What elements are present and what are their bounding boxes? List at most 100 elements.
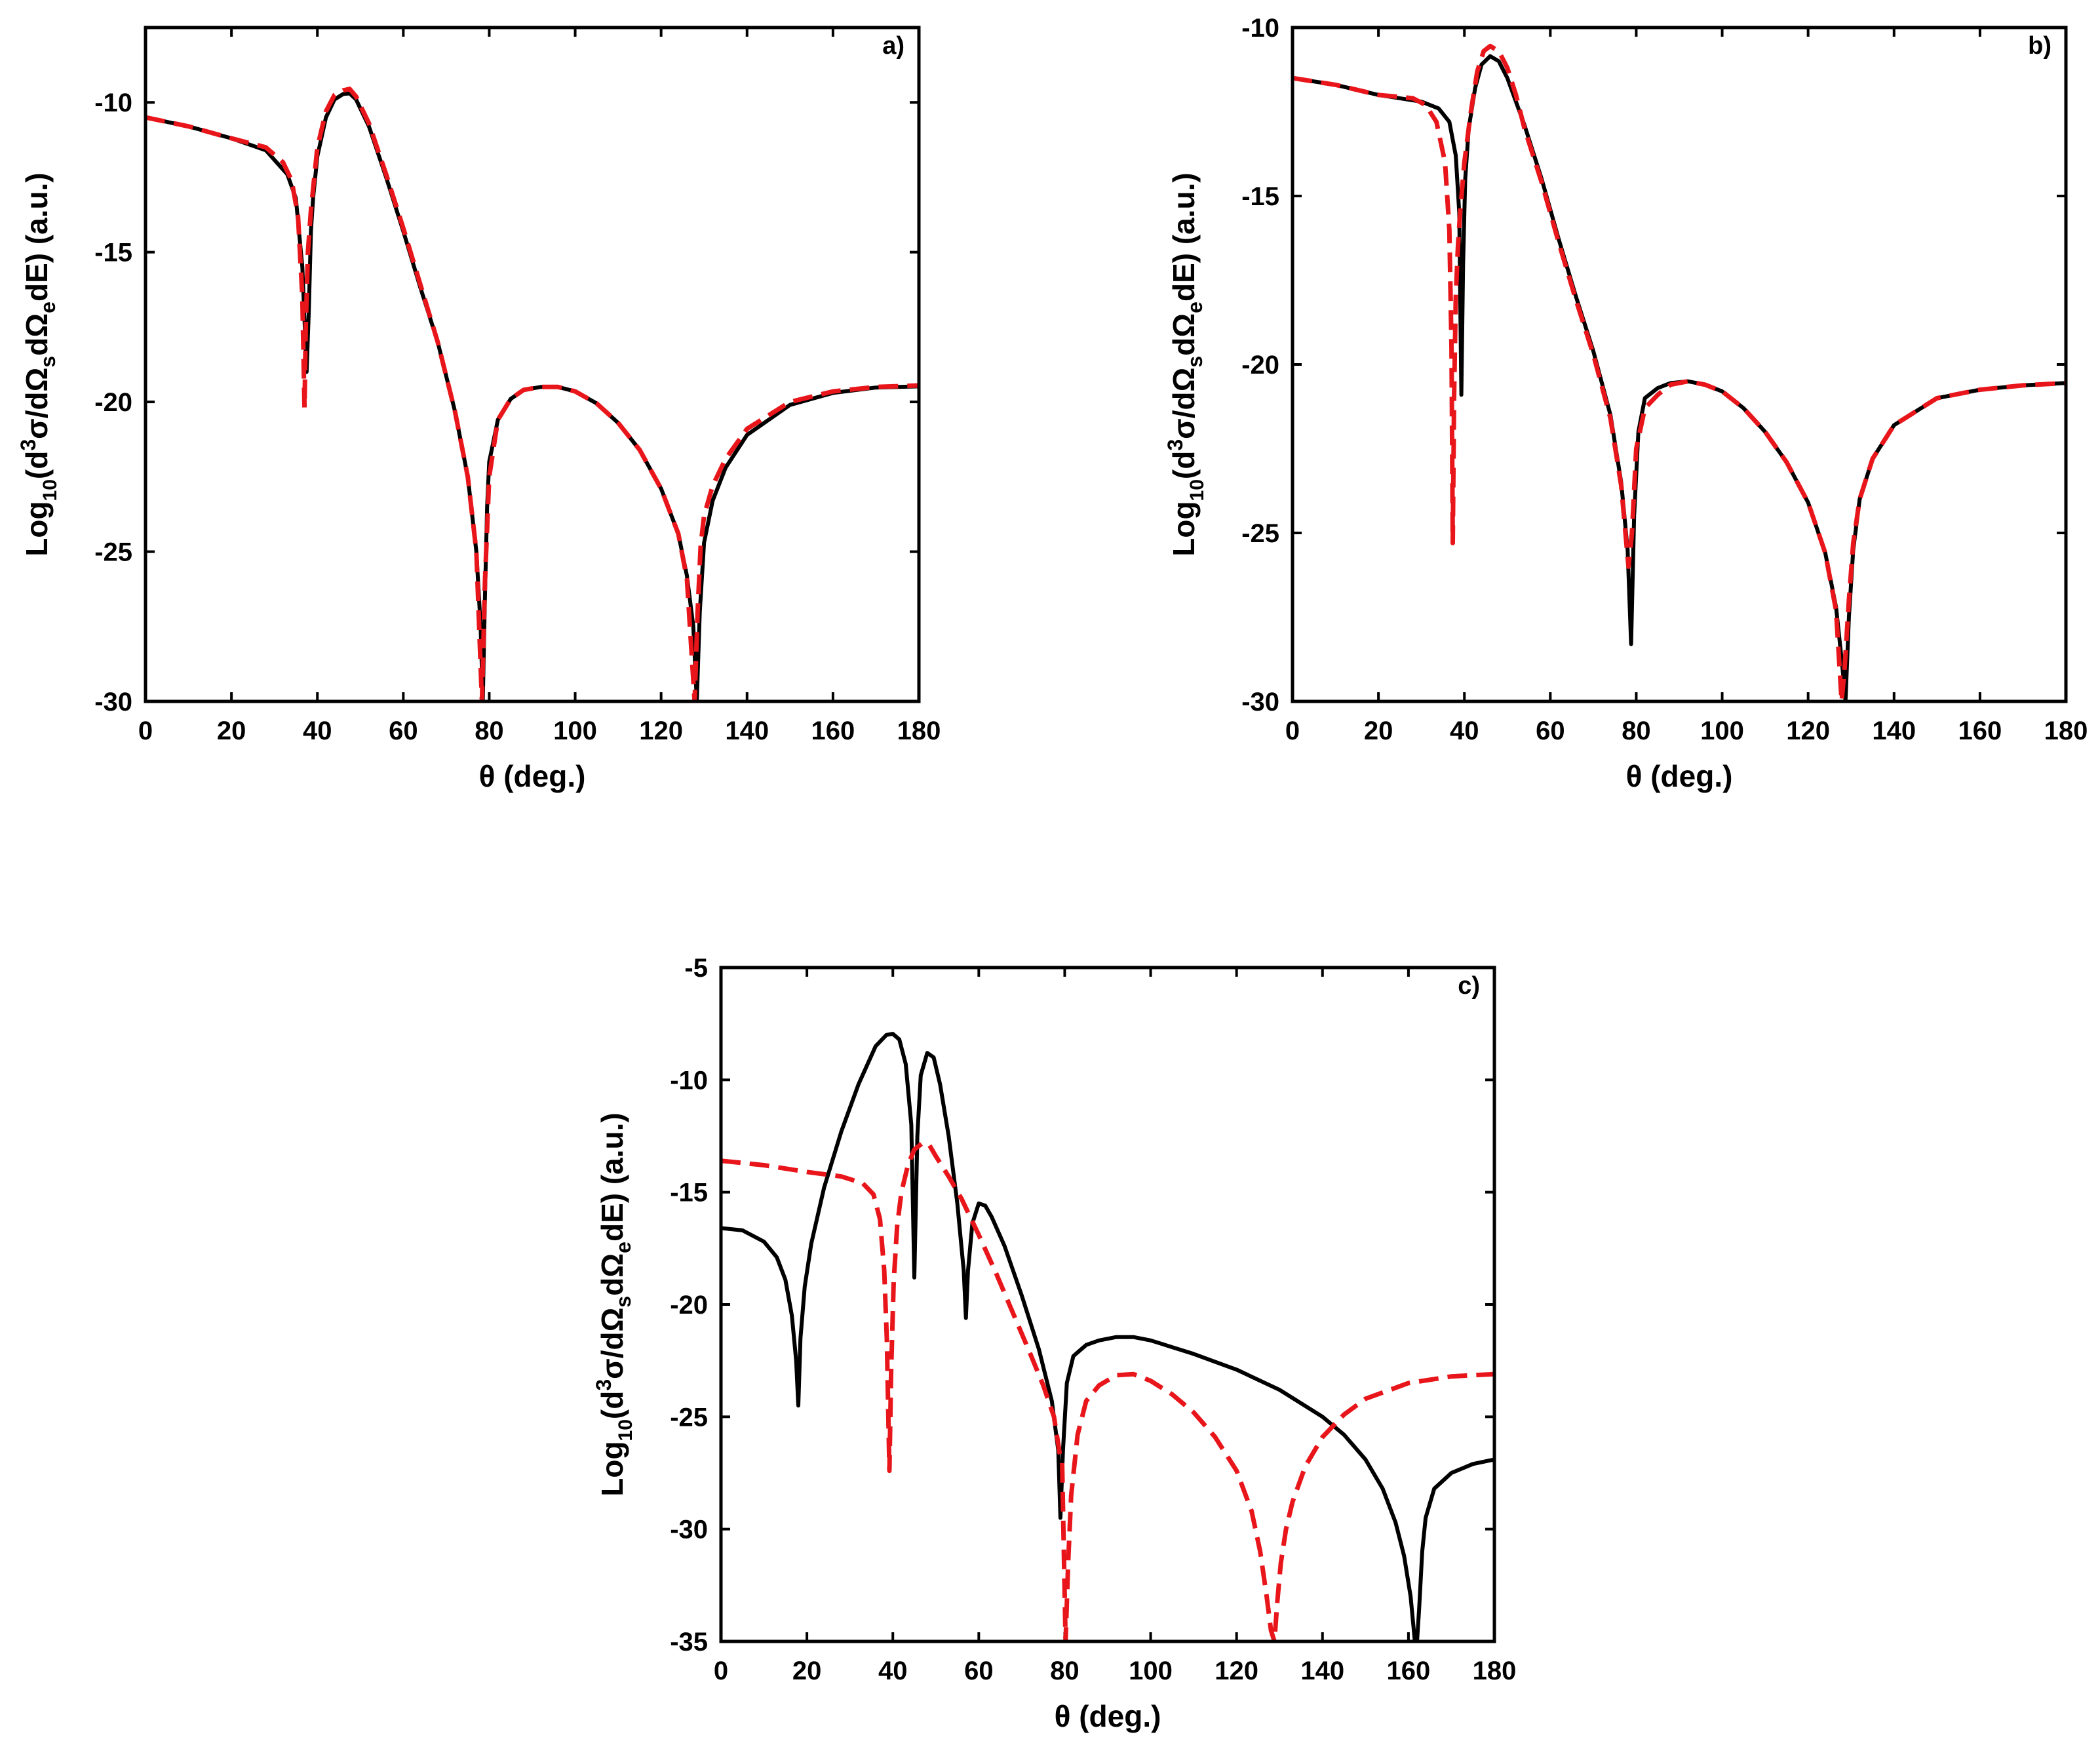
plot-frame-a [144,26,921,703]
x-tick-label: 40 [1450,716,1479,745]
x-tick-label: 140 [1300,1657,1344,1685]
y-title-base-sub: 10 [615,1419,636,1441]
x-tick-label: 100 [553,716,597,745]
x-tick-label: 60 [389,716,418,745]
series-group-b [1293,43,2066,701]
series-dashed-line [1293,43,2066,701]
y-tick-label: -15 [1241,182,1279,211]
y-axis-title-c: Log10(d3σ/dΩsdΩedE) (a.u.) [592,1112,636,1496]
x-tick-label: 0 [138,716,153,745]
chart-panel-a: 0 20 40 60 80 100 120 140 160 180 -30 -25 -20 -15 -10… [16,26,941,793]
series-dashed-line [721,1140,1494,1641]
y-tick-labels-a: -30 -25 -20 -15 -10 [94,88,132,716]
y-title-mid2: dΩ [595,1253,629,1296]
y-title-base: Log [20,501,54,556]
y-title-base-sub: 10 [1186,479,1208,501]
y-title-base: Log [595,1441,629,1496]
x-tick-label: 80 [1622,716,1651,745]
y-title-base: Log [1167,501,1201,556]
x-tick-label: 120 [1786,716,1830,745]
y-title-exp: 3 [1163,439,1187,451]
y-tick-label: -15 [670,1179,708,1207]
y-title-sub-s: s [36,356,60,368]
y-axis-title-b: Log10(d3σ/dΩsdΩedE) (a.u.) [1163,172,1208,556]
y-tick-label: -30 [670,1516,708,1544]
y-tick-label: -10 [1241,14,1279,43]
y-tick-label: -35 [670,1628,708,1657]
x-tick-label: 180 [897,716,941,745]
y-tick-label: -30 [94,688,132,716]
x-tick-label: 60 [1536,716,1565,745]
x-tick-label: 140 [725,716,769,745]
x-tick-label: 180 [2044,716,2088,745]
x-tick-labels-c: 0 20 40 60 80 100 120 140 160 180 [714,1657,1517,1685]
y-tick-label: -30 [1241,688,1279,716]
y-title-mid1: σ/dΩ [1167,368,1201,439]
y-tick-label: -25 [670,1403,708,1432]
y-title-exp: 3 [16,439,40,451]
y-tick-label: -20 [1241,351,1279,380]
y-title-mid2: dΩ [20,313,54,356]
x-tick-label: 100 [1129,1657,1173,1685]
y-title-sub-s: s [612,1296,635,1308]
x-axis-title-b: θ (deg.) [1626,759,1733,793]
panel-label-b: b) [2028,32,2051,60]
x-tick-label: 40 [878,1657,908,1685]
y-tick-label: -10 [670,1066,708,1095]
panel-label-a: a) [882,32,904,60]
y-title-open: (d [595,1391,629,1419]
axis-ticks-a [144,28,920,703]
x-tick-label: 140 [1872,716,1916,745]
y-tick-label: -25 [94,538,132,567]
panel-label-c: c) [1458,972,1480,1000]
series-group-c [721,1032,1494,1641]
y-title-mid1: σ/dΩ [595,1308,629,1379]
y-title-open: (d [1167,451,1201,479]
y-tick-label: -20 [94,388,132,417]
axis-ticks-c [720,966,1496,1643]
y-tick-labels-b: -30 -25 -20 -15 -10 [1241,14,1279,716]
y-title-mid2: dΩ [1167,313,1201,356]
plot-frame-c [719,966,1496,1643]
x-tick-label: 20 [217,716,246,745]
x-tick-label: 160 [1958,716,2002,745]
series-group-a [146,87,919,701]
chart-panel-b: 0 20 40 60 80 100 120 140 160 180 -30 -25 -20 -15 -10… [1163,14,2088,793]
x-axis-title-a: θ (deg.) [479,759,586,793]
series-solid-line [721,1032,1494,1641]
y-title-end: dE) (a.u.) [20,172,54,302]
y-tick-label: -5 [684,954,708,983]
x-tick-label: 0 [714,1657,728,1685]
plot-frame-b [1291,26,2068,703]
chart-panel-c: 0 20 40 60 80 100 120 140 160 180 -35 -30 -25 -20 -15… [592,954,1516,1733]
y-title-sub-e: e [1183,302,1207,313]
axis-ticks-b [1291,26,2067,703]
x-tick-label: 160 [811,716,855,745]
y-tick-label: -10 [94,88,132,117]
y-title-sub-e: e [36,302,60,313]
x-tick-label: 100 [1700,716,1744,745]
y-title-sub-s: s [1183,356,1207,368]
y-tick-label: -20 [670,1291,708,1320]
x-tick-label: 80 [1050,1657,1079,1685]
series-dashed-line [146,87,919,701]
x-tick-label: 0 [1285,716,1300,745]
y-tick-label: -15 [94,239,132,267]
x-tick-label: 20 [1364,716,1393,745]
x-axis-title-c: θ (deg.) [1055,1699,1161,1733]
x-tick-label: 40 [303,716,332,745]
x-tick-labels-b: 0 20 40 60 80 100 120 140 160 180 [1285,716,2088,745]
y-title-end: dE) (a.u.) [1167,172,1201,302]
x-tick-label: 120 [1215,1657,1258,1685]
y-title-sub-e: e [612,1242,635,1253]
x-tick-label: 120 [639,716,683,745]
y-title-exp: 3 [592,1379,615,1391]
x-tick-label: 180 [1473,1657,1517,1685]
x-tick-labels-a: 0 20 40 60 80 100 120 140 160 180 [138,716,941,745]
y-title-end: dE) (a.u.) [595,1112,629,1242]
x-tick-label: 60 [964,1657,994,1685]
y-tick-labels-c: -35 -30 -25 -20 -15 -10 -5 [670,954,708,1657]
series-solid-line [1293,54,2066,701]
y-title-open: (d [20,451,54,479]
